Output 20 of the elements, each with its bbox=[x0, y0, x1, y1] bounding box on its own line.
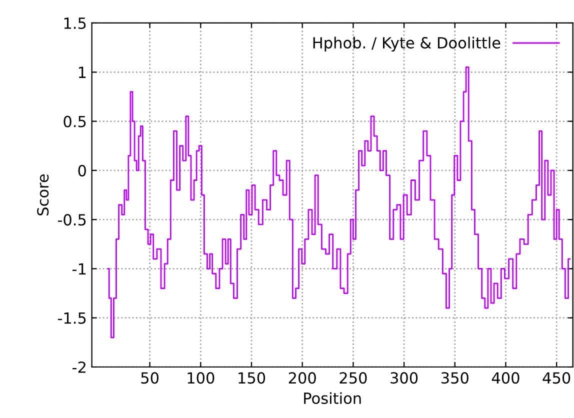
y-tick-label: -1 bbox=[72, 263, 86, 275]
y-tick-label: 1.5 bbox=[64, 18, 86, 30]
x-tick-label: 100 bbox=[188, 372, 214, 384]
y-tick-label: 0.5 bbox=[64, 116, 86, 128]
legend-label: Hphob. / Kyte & Doolittle bbox=[313, 36, 500, 52]
y-tick-label: -1.5 bbox=[58, 312, 86, 324]
x-axis-title: Position bbox=[304, 392, 361, 404]
x-tick-label: 250 bbox=[340, 372, 367, 384]
x-tick-label: 450 bbox=[542, 372, 570, 384]
y-tick-label: 1 bbox=[78, 66, 86, 78]
x-tick-label: 50 bbox=[141, 372, 159, 384]
x-tick-label: 200 bbox=[288, 372, 316, 384]
y-tick-label: 0 bbox=[78, 164, 86, 176]
y-tick-label: -2 bbox=[72, 361, 86, 373]
x-tick-label: 300 bbox=[390, 372, 418, 384]
x-tick-label: 150 bbox=[238, 372, 266, 384]
y-tick-label: -0.5 bbox=[58, 214, 86, 226]
y-axis-title: Score bbox=[37, 174, 49, 216]
x-tick-label: 350 bbox=[441, 372, 468, 384]
x-tick-label: 400 bbox=[492, 372, 520, 384]
